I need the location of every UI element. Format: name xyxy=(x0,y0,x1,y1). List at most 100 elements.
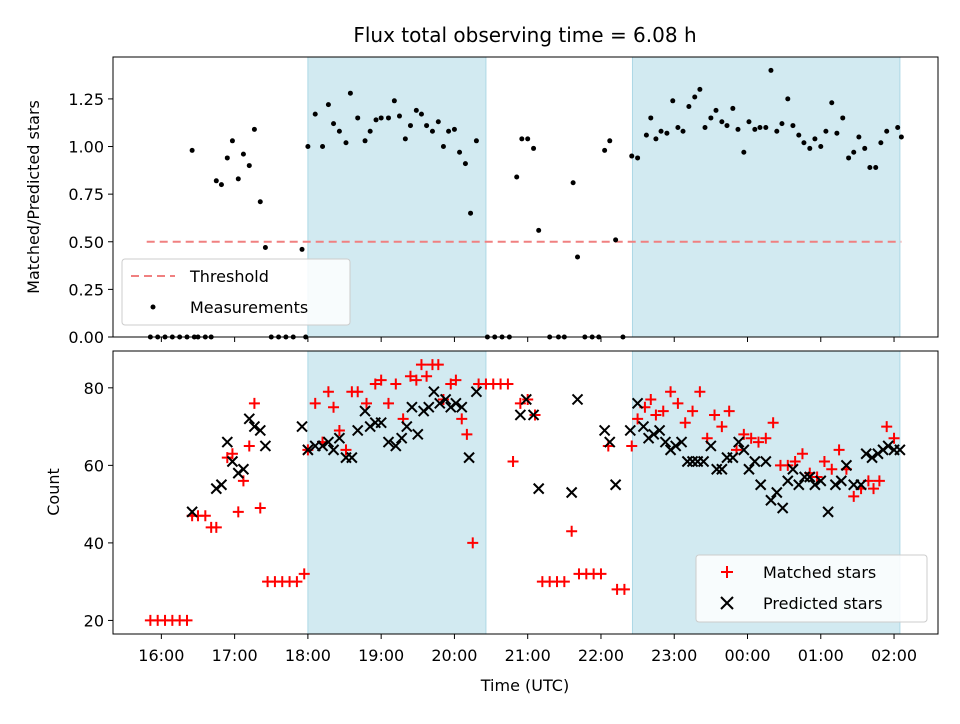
measurement-point xyxy=(697,86,703,92)
matched-star-point xyxy=(507,455,519,467)
predicted-star-point xyxy=(456,401,468,413)
measurement-point xyxy=(347,90,353,96)
matched-star-point xyxy=(745,432,757,444)
predicted-star-point xyxy=(631,397,644,410)
measurement-point xyxy=(189,147,195,153)
matched-star-point xyxy=(632,413,644,425)
measurement-point xyxy=(607,138,613,144)
predicted-star-point xyxy=(866,451,878,464)
predicted-star-point xyxy=(727,451,739,464)
matched-star-point xyxy=(421,370,433,382)
predicted-star-point xyxy=(771,486,783,499)
bottom-panel: 20 40 60 80 16:00 17:00 18:00 19:00 20:00 21:00 2… xyxy=(44,350,939,695)
matched-star-point xyxy=(650,409,662,421)
measurement-point xyxy=(801,140,807,146)
predicted-star-point xyxy=(776,502,789,514)
predicted-star-point xyxy=(412,428,424,441)
measurement-point xyxy=(402,136,408,142)
predicted-star-point xyxy=(804,471,816,483)
chart-title: Flux total observing time = 6.08 h xyxy=(353,23,696,47)
matched-star-point xyxy=(833,444,845,456)
predicted-star-point xyxy=(716,463,728,475)
matched-star-point xyxy=(432,359,444,371)
measurement-point xyxy=(457,149,463,155)
measurement-point xyxy=(246,163,252,169)
matched-star-point xyxy=(382,397,394,409)
matched-star-point xyxy=(298,568,310,580)
predicted-star-point xyxy=(322,436,335,448)
predicted-star-point xyxy=(648,428,660,441)
matched-star-point xyxy=(868,483,880,495)
predicted-star-point xyxy=(675,436,688,448)
predicted-star-point xyxy=(333,432,346,444)
measurement-point xyxy=(514,174,520,180)
measurement-point xyxy=(229,138,235,144)
measurement-point xyxy=(884,128,890,134)
matched-star-point xyxy=(461,428,473,440)
legend-threshold-label: Threshold xyxy=(189,267,269,286)
measurement-point xyxy=(519,136,525,142)
legend-measurements-label: Measurements xyxy=(190,298,308,317)
measurement-point xyxy=(602,147,608,153)
y-tick-label: 0.75 xyxy=(68,185,104,204)
predicted-star-point xyxy=(598,424,611,437)
predicted-star-point xyxy=(428,385,440,398)
measurement-point xyxy=(840,115,846,121)
matched-star-point xyxy=(328,401,340,413)
predicted-star-point xyxy=(815,475,827,487)
predicted-star-point xyxy=(782,475,794,487)
top-legend-box xyxy=(121,258,351,326)
measurement-point xyxy=(812,136,818,142)
observing-window-shade xyxy=(307,351,486,634)
x-tick-label: 17:00 xyxy=(212,646,258,665)
y-tick-label: 20 xyxy=(84,611,104,630)
measurement-point xyxy=(648,115,654,121)
predicted-star-point xyxy=(254,424,266,437)
measurement-point xyxy=(343,140,349,146)
matched-star-point xyxy=(796,448,808,460)
matched-star-point xyxy=(291,576,303,588)
measurement-point xyxy=(391,98,397,104)
measurement-point xyxy=(440,144,446,150)
legend-matched-swatch xyxy=(721,566,733,578)
matched-star-point xyxy=(626,440,638,452)
matched-star-point xyxy=(352,386,364,398)
predicted-star-point xyxy=(382,436,395,448)
matched-star-point xyxy=(514,397,526,409)
predicted-star-point xyxy=(760,455,772,468)
measurement-point xyxy=(763,124,769,130)
predicted-star-point xyxy=(681,455,694,468)
matched-star-point xyxy=(522,393,534,405)
predicted-star-point xyxy=(215,479,228,491)
y-tick-label: 1.25 xyxy=(68,90,104,109)
predicted-star-point xyxy=(822,506,834,518)
matched-star-point xyxy=(243,440,255,452)
matched-star-point xyxy=(881,421,893,433)
predicted-star-point xyxy=(840,459,853,472)
predicted-star-point xyxy=(375,417,387,429)
matched-star-point xyxy=(199,510,211,522)
matched-star-point xyxy=(369,378,381,390)
predicted-star-point xyxy=(697,455,710,468)
measurement-point xyxy=(719,119,725,125)
predicted-star-point xyxy=(609,479,622,491)
matched-star-point xyxy=(618,583,630,595)
matched-star-point xyxy=(657,405,669,417)
predicted-star-point xyxy=(787,463,799,475)
matched-star-point xyxy=(254,502,266,514)
measurement-point xyxy=(336,128,342,134)
predicted-star-point xyxy=(423,401,435,413)
predicted-star-point xyxy=(894,444,906,456)
predicted-star-point xyxy=(302,444,314,456)
matched-star-point xyxy=(873,475,885,487)
predicted-star-point xyxy=(237,463,250,475)
measurement-point xyxy=(570,180,576,186)
predicted-star-point xyxy=(186,506,198,518)
predicted-star-point xyxy=(259,440,272,452)
predicted-star-point xyxy=(765,494,777,506)
x-axis-label: Time (UTC) xyxy=(480,676,569,695)
matched-star-point xyxy=(248,397,260,409)
matched-star-point xyxy=(232,506,244,518)
bottom-ylabel: Count xyxy=(44,468,63,516)
